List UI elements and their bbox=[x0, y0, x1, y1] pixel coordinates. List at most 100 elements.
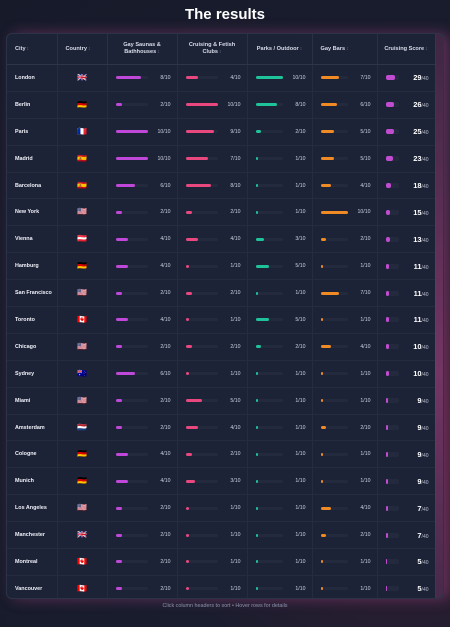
flag-icon: 🇦🇹 bbox=[77, 234, 87, 244]
score-cell: 10/40 bbox=[377, 333, 436, 361]
cruising-value: 7/10 bbox=[230, 155, 241, 162]
cruising-value: 10/10 bbox=[227, 101, 241, 108]
country-cell: 🇩🇪 bbox=[57, 467, 108, 496]
city-cell: Vancouver bbox=[7, 575, 58, 598]
score-cell: 26/40 bbox=[377, 91, 436, 119]
score-bar bbox=[385, 209, 399, 215]
saunas-value: 10/10 bbox=[157, 128, 171, 135]
parks-value: 2/10 bbox=[295, 343, 306, 350]
table-row[interactable]: Berlin 🇩🇪 2/10 10/10 8/10 6/10 26/40 bbox=[7, 91, 436, 119]
table-row[interactable]: Paris 🇫🇷 10/10 9/10 2/10 5/10 25/40 bbox=[7, 118, 436, 146]
parks-bar-fill bbox=[255, 291, 259, 295]
country-cell: 🇨🇦 bbox=[57, 575, 108, 598]
parks-value: 1/10 bbox=[295, 451, 306, 458]
city-name: Manchester bbox=[15, 532, 45, 539]
bars-bar bbox=[320, 560, 348, 564]
cruising-cell: 8/10 bbox=[177, 172, 248, 200]
bars-bar-fill bbox=[320, 130, 334, 134]
cruising-bar-fill bbox=[185, 452, 192, 456]
parks-cell: 1/10 bbox=[247, 172, 313, 200]
cruising-bar bbox=[185, 103, 218, 107]
table-row[interactable]: Los Angeles 🇺🇸 2/10 1/10 1/10 4/10 7/40 bbox=[7, 494, 436, 523]
saunas-cell: 6/10 bbox=[107, 360, 178, 388]
page-title: The results bbox=[184, 6, 266, 23]
parks-bar-fill bbox=[255, 237, 264, 241]
bars-bar bbox=[320, 479, 348, 483]
table-row[interactable]: Montreal 🇨🇦 2/10 1/10 1/10 1/10 5/40 bbox=[7, 548, 436, 576]
parks-value: 1/10 bbox=[295, 532, 306, 539]
score-cell: 5/40 bbox=[377, 548, 436, 576]
bars-bar-fill bbox=[320, 506, 332, 510]
score-bar-fill bbox=[385, 102, 394, 108]
cruising-cell: 1/10 bbox=[177, 575, 248, 598]
table-row[interactable]: Chicago 🇺🇸 2/10 2/10 2/10 4/10 10/40 bbox=[7, 333, 436, 361]
bars-cell: 2/10 bbox=[312, 225, 378, 254]
score-value: 18/40 bbox=[413, 181, 429, 190]
col-header-parks[interactable]: Parks / Outdoor↕ bbox=[247, 34, 313, 65]
saunas-cell: 2/10 bbox=[107, 521, 178, 550]
table-row[interactable]: Hamburg 🇩🇪 4/10 1/10 5/10 1/10 11/40 bbox=[7, 252, 436, 281]
parks-bar-fill bbox=[255, 560, 259, 564]
cruising-bar-fill bbox=[185, 157, 208, 161]
table-row[interactable]: Sydney 🇦🇺 6/10 1/10 1/10 1/10 10/40 bbox=[7, 360, 436, 388]
saunas-value: 2/10 bbox=[160, 424, 171, 431]
bars-bar-fill bbox=[320, 479, 324, 483]
cruising-cell: 3/10 bbox=[177, 467, 248, 496]
parks-value: 1/10 bbox=[295, 209, 306, 216]
city-cell: Vienna bbox=[7, 225, 58, 254]
col-header-city[interactable]: City↕ bbox=[7, 34, 58, 65]
saunas-cell: 4/10 bbox=[107, 252, 178, 281]
bars-bar-fill bbox=[320, 210, 348, 214]
table-row[interactable]: Barcelona 🇪🇸 6/10 8/10 1/10 4/10 18/40 bbox=[7, 172, 436, 200]
bars-cell: 6/10 bbox=[312, 91, 378, 119]
table-row[interactable]: Toronto 🇨🇦 4/10 1/10 5/10 1/10 11/40 bbox=[7, 306, 436, 334]
col-header-score[interactable]: Cruising Score↕ bbox=[377, 34, 436, 65]
city-cell: Toronto bbox=[7, 306, 58, 334]
bars-cell: 2/10 bbox=[312, 521, 378, 550]
table-row[interactable]: New York 🇺🇸 2/10 2/10 1/10 10/10 15/40 bbox=[7, 198, 436, 227]
flag-icon: 🇺🇸 bbox=[77, 288, 87, 298]
country-cell: 🇺🇸 bbox=[57, 494, 108, 523]
saunas-value: 4/10 bbox=[160, 263, 171, 270]
table-row[interactable]: Manchester 🇬🇧 2/10 1/10 1/10 2/10 7/40 bbox=[7, 521, 436, 550]
col-header-cruising[interactable]: Cruising & Fetish Clubs↕ bbox=[177, 34, 248, 65]
col-header-country[interactable]: Country↕ bbox=[57, 34, 108, 65]
cruising-cell: 1/10 bbox=[177, 494, 248, 523]
table-row[interactable]: Vienna 🇦🇹 4/10 4/10 3/10 2/10 13/40 bbox=[7, 225, 436, 254]
table-row[interactable]: San Francisco 🇺🇸 2/10 2/10 1/10 7/10 11/40 bbox=[7, 279, 436, 308]
cruising-bar bbox=[185, 130, 218, 134]
table-row[interactable]: Madrid 🇪🇸 10/10 7/10 1/10 5/10 23/40 bbox=[7, 145, 436, 173]
bars-value: 4/10 bbox=[360, 182, 371, 189]
col-header-saunas[interactable]: Gay Saunas & Bathhouses↕ bbox=[107, 34, 178, 65]
bars-value: 10/10 bbox=[357, 209, 371, 216]
score-bar bbox=[385, 156, 399, 162]
saunas-cell: 4/10 bbox=[107, 225, 178, 254]
bars-value: 1/10 bbox=[360, 397, 371, 404]
table-row[interactable]: Munich 🇩🇪 4/10 3/10 1/10 1/10 9/40 bbox=[7, 467, 436, 496]
table-row[interactable]: Cologne 🇩🇪 4/10 2/10 1/10 1/10 9/40 bbox=[7, 440, 436, 469]
col-header-bars[interactable]: Gay Bars↕ bbox=[312, 34, 378, 65]
cruising-cell: 2/10 bbox=[177, 333, 248, 361]
saunas-cell: 8/10 bbox=[107, 64, 178, 92]
score-bar bbox=[385, 236, 399, 242]
city-name: London bbox=[15, 74, 35, 81]
score-bar bbox=[385, 425, 399, 431]
country-cell: 🇩🇪 bbox=[57, 91, 108, 119]
sort-icon: ↕ bbox=[26, 45, 30, 52]
table-row[interactable]: Amsterdam 🇳🇱 2/10 4/10 1/10 2/10 9/40 bbox=[7, 414, 436, 442]
score-value: 9/40 bbox=[417, 423, 429, 433]
parks-bar bbox=[255, 184, 283, 187]
table-row[interactable]: London 🇬🇧 8/10 4/10 10/10 7/10 29/40 bbox=[7, 64, 436, 92]
saunas-cell: 6/10 bbox=[107, 172, 178, 200]
cruising-cell: 5/10 bbox=[177, 387, 248, 415]
cruising-bar bbox=[185, 237, 218, 241]
table-row[interactable]: Miami 🇺🇸 2/10 5/10 1/10 1/10 9/40 bbox=[7, 387, 436, 415]
saunas-bar-fill bbox=[115, 587, 122, 591]
table-row[interactable]: Vancouver 🇨🇦 2/10 1/10 1/10 1/10 5/40 bbox=[7, 575, 436, 598]
parks-cell: 1/10 bbox=[247, 440, 313, 469]
parks-bar bbox=[255, 264, 283, 268]
flag-icon: 🇨🇦 bbox=[77, 583, 87, 593]
city-name: Chicago bbox=[15, 343, 37, 350]
flag-icon: 🇪🇸 bbox=[77, 180, 87, 190]
score-value: 9/40 bbox=[417, 396, 429, 406]
